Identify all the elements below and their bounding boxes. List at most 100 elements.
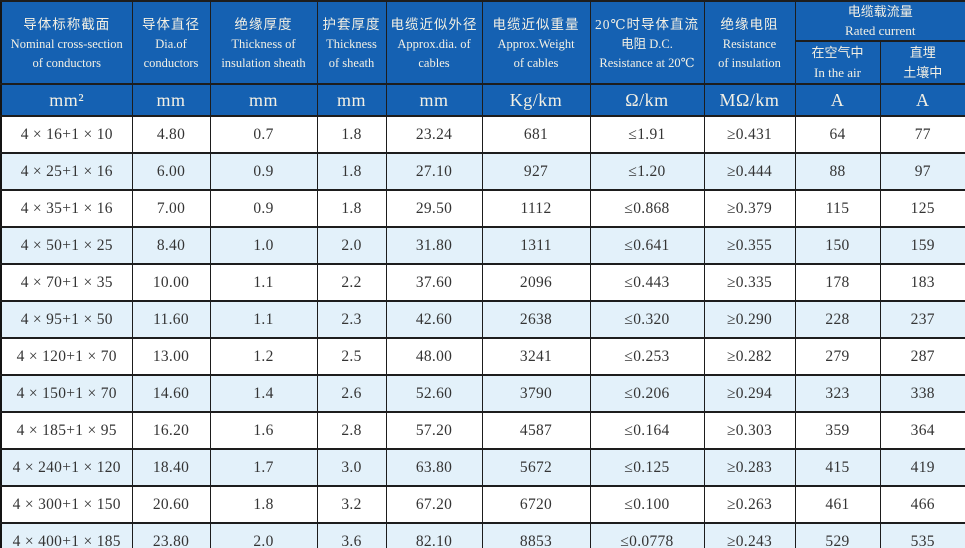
header-current-buried: 直埋 土壤中 xyxy=(879,40,965,85)
cell-sheath-thickness: 3.6 xyxy=(316,522,387,548)
cell-current-in-air: 279 xyxy=(794,337,881,376)
cell-approx-diameter: 29.50 xyxy=(385,189,483,228)
table-row: 4 × 240+1 × 120 18.40 1.7 3.0 63.80 5672 ≤0.12… xyxy=(0,448,965,487)
cell-current-buried: 287 xyxy=(879,337,965,376)
cell-current-buried: 466 xyxy=(879,485,965,524)
cell-insulation-thickness: 1.6 xyxy=(209,411,318,450)
header-insulation-resistance-en2: of insulation xyxy=(718,55,781,70)
cell-insulation-resistance: ≥0.294 xyxy=(703,374,796,413)
header-cross-section-en2: of conductors xyxy=(32,55,101,70)
header-conductor-diameter-en2: conductors xyxy=(143,55,199,70)
header-insulation-resistance-en1: Resistance xyxy=(722,36,777,51)
cell-insulation-thickness: 1.1 xyxy=(209,300,318,339)
cell-dc-resistance: ≤0.443 xyxy=(589,263,705,302)
cell-approx-weight: 3241 xyxy=(481,337,591,376)
cell-current-in-air: 529 xyxy=(794,522,881,548)
table-row: 4 × 50+1 × 25 8.40 1.0 2.0 31.80 1311 ≤0.641 ≥0… xyxy=(0,226,965,265)
cell-current-buried: 364 xyxy=(879,411,965,450)
cell-cross-section: 4 × 150+1 × 70 xyxy=(0,374,133,413)
cell-cross-section: 4 × 70+1 × 35 xyxy=(0,263,133,302)
unit-sheath-thickness: mm xyxy=(316,83,387,117)
cell-conductor-diameter: 23.80 xyxy=(131,522,211,548)
unit-insulation-thickness: mm xyxy=(209,83,318,117)
cell-cross-section: 4 × 16+1 × 10 xyxy=(0,115,133,154)
cell-current-in-air: 461 xyxy=(794,485,881,524)
header-approx-weight-en2: of cables xyxy=(513,55,559,70)
cell-dc-resistance: ≤1.20 xyxy=(589,152,705,191)
cell-conductor-diameter: 8.40 xyxy=(131,226,211,265)
header-conductor-diameter-en1: Dia.of xyxy=(155,36,187,51)
cell-current-buried: 338 xyxy=(879,374,965,413)
header-conductor-diameter: 导体直径 Dia.of conductors xyxy=(131,0,211,85)
cell-approx-diameter: 82.10 xyxy=(385,522,483,548)
cell-current-buried: 237 xyxy=(879,300,965,339)
header-cross-section-zh: 导体标称截面 xyxy=(23,16,111,32)
cell-current-buried: 183 xyxy=(879,263,965,302)
header-insulation-resistance: 绝缘电阻 Resistance of insulation xyxy=(703,0,796,85)
cell-sheath-thickness: 2.2 xyxy=(316,263,387,302)
cell-approx-diameter: 57.20 xyxy=(385,411,483,450)
cell-current-in-air: 178 xyxy=(794,263,881,302)
table-row: 4 × 16+1 × 10 4.80 0.7 1.8 23.24 681 ≤1.91 ≥0.4… xyxy=(0,115,965,154)
cell-insulation-resistance: ≥0.355 xyxy=(703,226,796,265)
cell-sheath-thickness: 3.2 xyxy=(316,485,387,524)
cell-conductor-diameter: 11.60 xyxy=(131,300,211,339)
cell-current-in-air: 415 xyxy=(794,448,881,487)
cell-current-in-air: 228 xyxy=(794,300,881,339)
table-row: 4 × 400+1 × 185 23.80 2.0 3.6 82.10 8853 ≤0.07… xyxy=(0,522,965,548)
cell-approx-weight: 2638 xyxy=(481,300,591,339)
table-header: 导体标称截面 Nominal cross-section of conducto… xyxy=(0,0,965,117)
header-approx-weight: 电缆近似重量 Approx.Weight of cables xyxy=(481,0,591,85)
header-insulation-thickness-zh: 绝缘厚度 xyxy=(234,16,293,32)
cell-dc-resistance: ≤0.164 xyxy=(589,411,705,450)
cell-cross-section: 4 × 50+1 × 25 xyxy=(0,226,133,265)
cell-insulation-thickness: 0.7 xyxy=(209,115,318,154)
table-row: 4 × 185+1 × 95 16.20 1.6 2.8 57.20 4587 ≤0.164… xyxy=(0,411,965,450)
cell-approx-weight: 1311 xyxy=(481,226,591,265)
table-row: 4 × 70+1 × 35 10.00 1.1 2.2 37.60 2096 ≤0.443 ≥… xyxy=(0,263,965,302)
cell-sheath-thickness: 1.8 xyxy=(316,115,387,154)
cell-approx-diameter: 63.80 xyxy=(385,448,483,487)
cell-current-in-air: 115 xyxy=(794,189,881,228)
unit-approx-weight: Kg/km xyxy=(481,83,591,117)
table-row: 4 × 120+1 × 70 13.00 1.2 2.5 48.00 3241 ≤0.253… xyxy=(0,337,965,376)
table-row: 4 × 95+1 × 50 11.60 1.1 2.3 42.60 2638 ≤0.320 ≥… xyxy=(0,300,965,339)
cell-insulation-thickness: 0.9 xyxy=(209,189,318,228)
header-sheath-thickness-en1: Thickness xyxy=(326,36,377,51)
cell-current-buried: 77 xyxy=(879,115,965,154)
header-dc-resistance: 20℃时导体直流 电阻 D.C. Resistance at 20℃ xyxy=(589,0,705,85)
cell-sheath-thickness: 1.8 xyxy=(316,152,387,191)
unit-approx-diameter: mm xyxy=(385,83,483,117)
unit-conductor-diameter: mm xyxy=(131,83,211,117)
header-rated-current-en: Rated current xyxy=(845,23,916,38)
unit-current-buried: A xyxy=(879,83,965,117)
cell-sheath-thickness: 2.0 xyxy=(316,226,387,265)
header-insulation-thickness-en1: Thickness of xyxy=(231,36,296,51)
header-current-in-air-en: In the air xyxy=(814,64,861,80)
header-approx-weight-en1: Approx.Weight xyxy=(497,36,575,51)
header-dc-resistance-en2: Resistance at 20℃ xyxy=(599,55,695,70)
cell-conductor-diameter: 10.00 xyxy=(131,263,211,302)
cell-current-buried: 159 xyxy=(879,226,965,265)
cell-cross-section: 4 × 400+1 × 185 xyxy=(0,522,133,548)
cell-insulation-thickness: 1.0 xyxy=(209,226,318,265)
cell-insulation-resistance: ≥0.263 xyxy=(703,485,796,524)
header-conductor-diameter-zh: 导体直径 xyxy=(142,16,200,32)
cell-sheath-thickness: 2.6 xyxy=(316,374,387,413)
cell-approx-weight: 927 xyxy=(481,152,591,191)
cell-approx-weight: 681 xyxy=(481,115,591,154)
header-insulation-thickness-en2: insulation sheath xyxy=(221,55,306,70)
cell-conductor-diameter: 18.40 xyxy=(131,448,211,487)
cell-approx-weight: 8853 xyxy=(481,522,591,548)
header-approx-diameter-en1: Approx.dia. of xyxy=(397,36,471,51)
cell-approx-diameter: 52.60 xyxy=(385,374,483,413)
cell-approx-diameter: 37.60 xyxy=(385,263,483,302)
cell-insulation-thickness: 0.9 xyxy=(209,152,318,191)
cell-approx-weight: 4587 xyxy=(481,411,591,450)
cell-conductor-diameter: 7.00 xyxy=(131,189,211,228)
cell-current-buried: 125 xyxy=(879,189,965,228)
table-body: 4 × 16+1 × 10 4.80 0.7 1.8 23.24 681 ≤1.91 ≥0.4… xyxy=(0,115,965,548)
cell-dc-resistance: ≤0.641 xyxy=(589,226,705,265)
